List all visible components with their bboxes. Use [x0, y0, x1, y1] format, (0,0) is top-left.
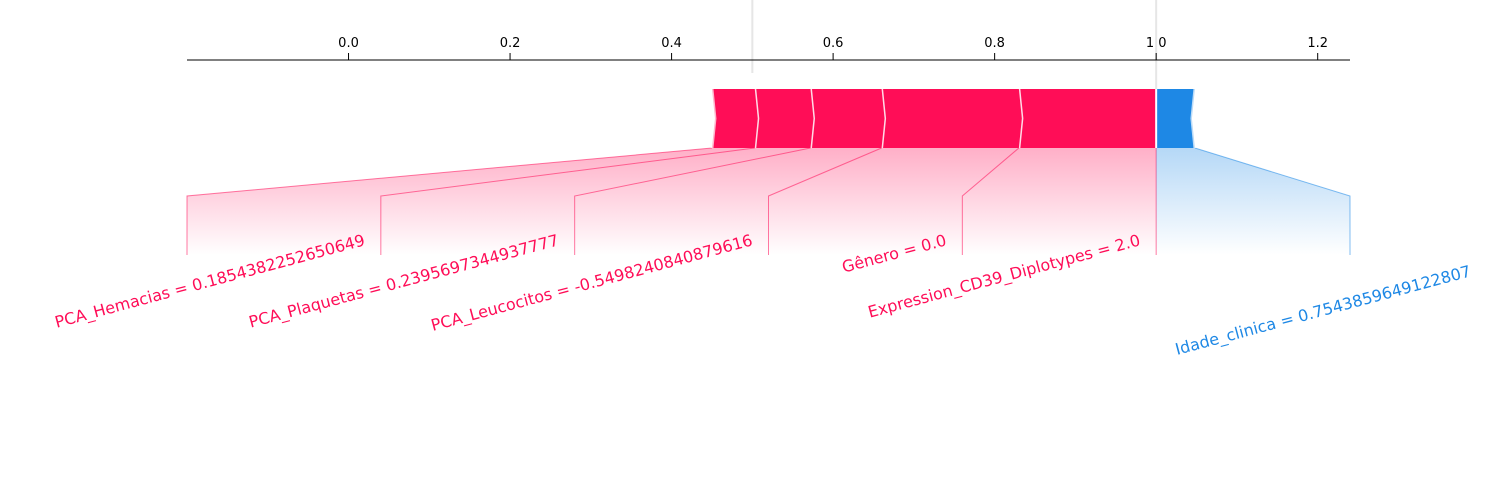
- force-bar-segment: [881, 89, 1022, 148]
- x-tick-label: 0.0: [338, 36, 359, 51]
- x-tick-label: 1 0: [1146, 36, 1167, 51]
- feature-connector: [962, 148, 1157, 255]
- feature-connector: [768, 148, 1019, 255]
- feature-connector: [187, 148, 755, 255]
- feature-connector: [574, 148, 882, 255]
- x-tick-label: 0.6: [823, 36, 844, 51]
- feature-label: Idade_clinica = 0.7543859649122807: [1173, 261, 1473, 359]
- force-bar-segment: [1018, 89, 1157, 148]
- force-bar-segment: [1156, 89, 1195, 148]
- connector-line: [1194, 147, 1351, 255]
- segment-separator: [1190, 88, 1197, 149]
- feature-connector: [1156, 148, 1350, 255]
- x-tick-label: 0.2: [500, 36, 521, 51]
- segment-separator: [710, 88, 717, 149]
- x-tick-label: 0.4: [661, 36, 682, 51]
- connector-line: [186, 147, 713, 255]
- x-tick-label: 0.8: [984, 36, 1005, 51]
- force-bar-segment: [711, 89, 758, 148]
- force-bar-segment: [754, 89, 814, 148]
- feature-connector: [380, 148, 811, 255]
- x-tick-label: 1.2: [1307, 36, 1328, 51]
- output-value-label: 1.00: [1140, 0, 1172, 4]
- force-bar-segment: [810, 89, 885, 148]
